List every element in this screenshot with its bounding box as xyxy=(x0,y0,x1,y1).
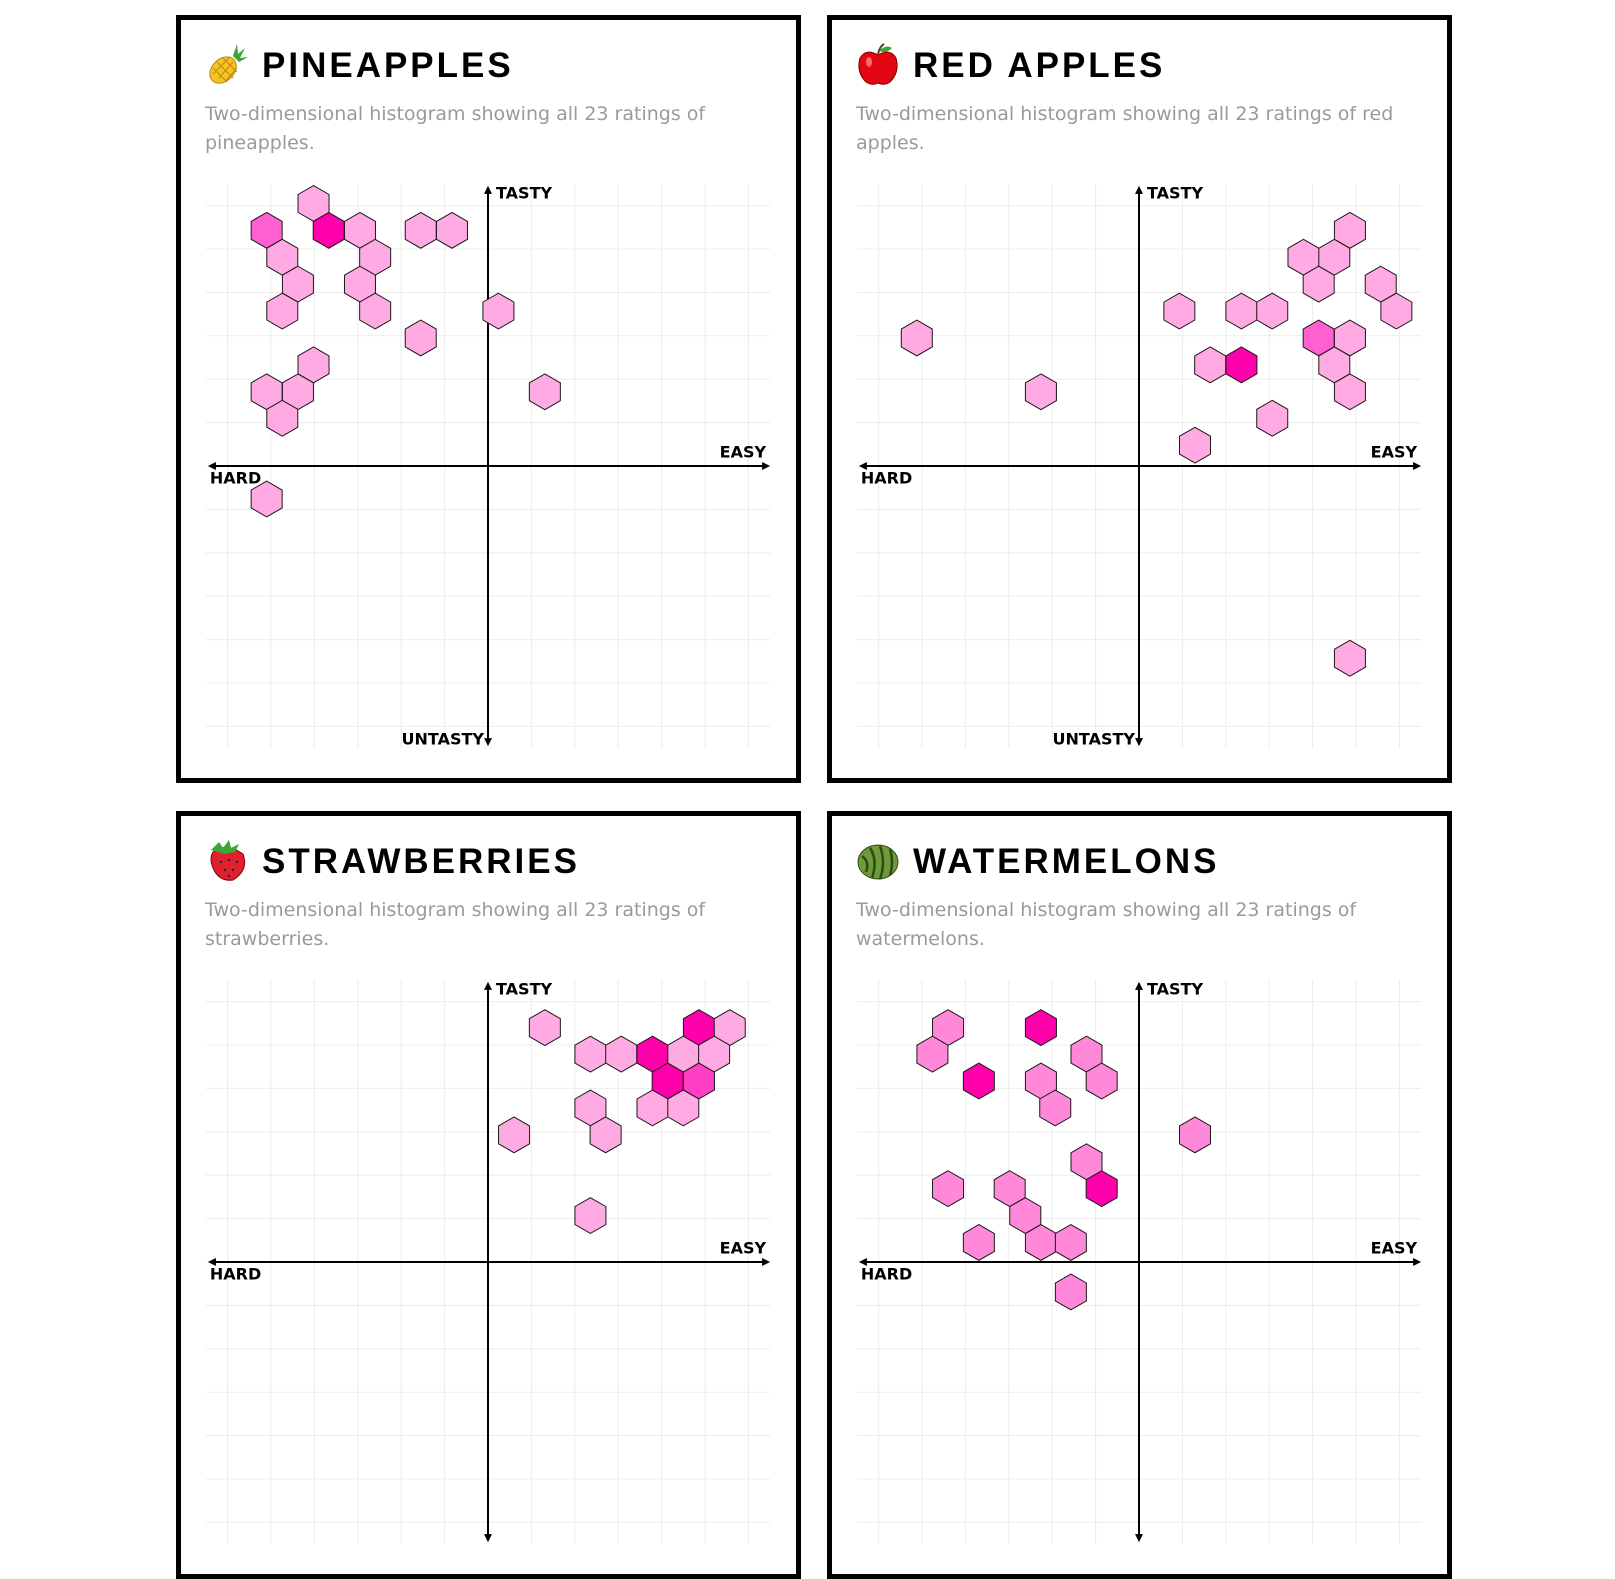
axis-label: EASY xyxy=(1371,443,1418,462)
axis-arrow xyxy=(762,1258,771,1266)
chart-card: WATERMELONS Two-dimensional histogram sh… xyxy=(827,811,1452,1579)
axis-label: UNTASTY xyxy=(1053,730,1136,749)
axis-label: TASTY xyxy=(1147,979,1203,998)
hex-bin xyxy=(1024,1009,1057,1047)
axis-arrow xyxy=(1135,185,1143,194)
hex-bin xyxy=(962,1062,995,1100)
hex-bin xyxy=(528,1009,561,1047)
axis-arrow xyxy=(1413,462,1422,470)
axis-arrow xyxy=(1135,1534,1143,1543)
axis-arrow xyxy=(858,462,867,470)
watermelon-icon xyxy=(857,844,899,880)
axis-arrow xyxy=(207,1258,216,1266)
axis-label: HARD xyxy=(861,469,912,488)
hex-bin xyxy=(482,292,515,330)
chart-card: PINEAPPLES Two-dimensional histogram sho… xyxy=(176,15,801,783)
hex-bin xyxy=(266,292,299,330)
hex-bin xyxy=(404,319,437,357)
hex-bin xyxy=(667,1089,700,1127)
chart-subtitle: Two-dimensional histogram showing all 23… xyxy=(205,103,706,154)
hex-bin xyxy=(1039,1089,1072,1127)
hex-bin xyxy=(1333,639,1366,677)
plot: TASTY UNTASTY EASY HARD xyxy=(205,183,771,749)
axis-label: EASY xyxy=(720,443,767,462)
hex-bin xyxy=(589,1116,622,1154)
hex-bin xyxy=(916,1035,949,1073)
hex-bin xyxy=(1178,1116,1211,1154)
hex-bin xyxy=(1194,346,1227,384)
axis-label: EASY xyxy=(1371,1239,1418,1258)
hex-bin xyxy=(1302,265,1335,303)
axis-label: TASTY xyxy=(496,979,552,998)
plot: TASTY EASY HARD xyxy=(205,979,771,1545)
axis-arrow xyxy=(484,738,492,747)
chart-title: STRAWBERRIES xyxy=(262,842,580,881)
apple-icon xyxy=(858,43,898,85)
hex-bin xyxy=(435,211,468,249)
hex-bin xyxy=(932,1170,965,1208)
axis-arrow xyxy=(1413,1258,1422,1266)
hex-bin xyxy=(1085,1170,1118,1208)
page: {"chart_data": [ {"type": "hexbin", "tit… xyxy=(176,15,1452,1579)
axis-arrow xyxy=(762,462,771,470)
strawberry-icon xyxy=(210,840,246,881)
hex-bin xyxy=(1054,1223,1087,1261)
axis-label: EASY xyxy=(720,1239,767,1258)
hex-bin xyxy=(574,1035,607,1073)
axis-label: UNTASTY xyxy=(402,730,485,749)
hex-bin xyxy=(1054,1273,1087,1311)
axis-arrow xyxy=(858,1258,867,1266)
axis-label: TASTY xyxy=(1147,183,1203,202)
chart-title: WATERMELONS xyxy=(913,842,1220,881)
chart-title: PINEAPPLES xyxy=(262,46,514,85)
axis-arrow xyxy=(207,462,216,470)
chart-card: RED APPLES Two-dimensional histogram sho… xyxy=(827,15,1452,783)
hex-bin xyxy=(1333,373,1366,411)
hex-bin xyxy=(498,1116,531,1154)
chart-title: RED APPLES xyxy=(913,46,1166,85)
chart-card: STRAWBERRIES Two-dimensional histogram s… xyxy=(176,811,801,1579)
axis-arrow xyxy=(484,185,492,194)
chart-subtitle: Two-dimensional histogram showing all 23… xyxy=(856,899,1357,950)
hex-bin xyxy=(1225,292,1258,330)
axis-arrow xyxy=(484,1534,492,1543)
hex-bin xyxy=(900,319,933,357)
hex-bin xyxy=(1178,426,1211,464)
hex-bin xyxy=(1256,292,1289,330)
hex-bin xyxy=(359,292,392,330)
hex-bin xyxy=(574,1197,607,1235)
hex-bin xyxy=(404,211,437,249)
axis-arrow xyxy=(484,981,492,990)
hex-bin xyxy=(1225,346,1258,384)
chart-subtitle: Two-dimensional histogram showing all 23… xyxy=(856,103,1394,154)
hex-bin xyxy=(605,1035,638,1073)
hex-bin xyxy=(1163,292,1196,330)
hex-bin xyxy=(1024,373,1057,411)
hex-bin xyxy=(1256,399,1289,437)
hex-bin xyxy=(1380,292,1413,330)
plot: TASTY UNTASTY EASY HARD xyxy=(856,183,1422,749)
hex-bin xyxy=(528,373,561,411)
chart-subtitle: Two-dimensional histogram showing all 23… xyxy=(205,899,706,950)
hex-bin xyxy=(250,480,283,518)
hex-bin xyxy=(1085,1062,1118,1100)
axis-label: HARD xyxy=(861,1265,912,1284)
axis-arrow xyxy=(1135,738,1143,747)
axis-label: HARD xyxy=(210,469,261,488)
hex-bin xyxy=(962,1223,995,1261)
hex-bin xyxy=(266,399,299,437)
axis-arrow xyxy=(1135,981,1143,990)
axis-label: HARD xyxy=(210,1265,261,1284)
pineapple-icon xyxy=(209,44,248,84)
plot: TASTY EASY HARD xyxy=(856,979,1422,1545)
axis-label: TASTY xyxy=(496,183,552,202)
